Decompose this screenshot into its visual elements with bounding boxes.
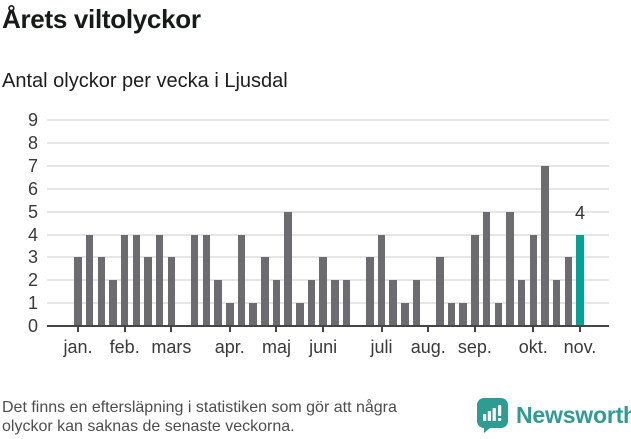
gridline [47,279,609,282]
bar-week [272,280,281,326]
bar-week [307,280,316,326]
newsworthy-wordmark: Newsworthy [516,402,631,428]
bar-week [261,257,269,326]
bar-week [284,211,292,326]
chart-subtitle: Antal olyckor per vecka i Ljusdal [2,70,288,92]
x-axis-line [47,325,609,327]
bar-week [564,257,573,326]
bar-week [366,257,374,326]
bar-week [167,257,176,326]
x-axis-label-mars: mars [151,337,192,357]
newsworthy-bubble-chart-icon [477,398,508,433]
month-tick [77,327,79,332]
y-axis-label: 3 [27,247,38,268]
month-tick [578,327,581,332]
bar-week [144,257,152,326]
bar-week [97,257,106,326]
gridline [47,210,609,213]
bar-week [120,234,129,326]
gridline [47,142,609,145]
bar-current-week [576,234,584,326]
gridline [47,233,609,236]
bar-week [459,303,467,326]
month-tick [322,327,325,332]
bar-week [132,234,141,326]
month-tick [473,327,476,332]
gridline [47,302,609,305]
gridline [47,187,609,190]
x-axis-label-maj: maj [261,337,291,357]
y-axis-label: 1 [27,293,38,314]
x-axis-label-juli: juli [370,337,393,357]
bar-week [214,280,222,326]
y-axis-label: 2 [27,270,38,291]
gridline [47,165,609,168]
bar-week [494,303,502,326]
y-axis-label: 7 [27,156,38,177]
month-tick [427,327,430,332]
y-axis-label: 4 [27,224,38,245]
x-axis-label-aug: aug. [410,337,446,357]
x-axis-label-jan: jan. [63,337,93,357]
bar-week [436,257,444,326]
x-axis-label-feb: feb. [109,337,140,357]
bar-week [342,280,351,326]
x-axis-label-okt: okt. [518,337,548,357]
plot-area: 4 [47,119,609,332]
bar-week [226,303,234,326]
y-axis-label: 6 [27,178,38,199]
newsworthy-logo: Newsworthy [477,398,631,433]
month-tick [380,327,383,332]
bar-week [506,211,514,326]
bar-week [552,280,561,326]
y-axis-label: 9 [27,110,38,131]
x-axis-label-juni: juni [309,337,338,357]
x-axis-labels: jan. feb. mars apr. maj juni juli aug. sep. okt. n… [47,337,609,361]
bar-week [471,234,479,326]
month-tick [228,327,231,332]
bar-week [377,234,386,326]
bar-week [541,166,549,326]
gridline [47,256,609,259]
bar-week [202,234,211,326]
month-tick [532,327,535,332]
bar-week [190,234,199,326]
chart-title: Årets viltolyckor [2,4,201,34]
bar-week [412,280,421,326]
month-tick [275,327,278,332]
bar-week [109,280,117,326]
gridline [47,119,609,122]
bar-week [74,257,82,326]
x-axis-label-apr: apr. [214,337,245,357]
bar-week [249,303,257,326]
x-axis-label-sep: sep. [457,337,492,357]
bar-week [447,303,456,326]
bar-week [331,280,339,326]
bar-week [85,234,94,326]
y-axis-label: 0 [27,316,38,336]
footnote: Det finns en eftersläpning i statistiken… [2,399,397,435]
month-tick [123,327,126,332]
x-axis-label-nov: nov. [563,337,597,357]
highlight-value-label: 4 [574,203,585,223]
bar-week [155,234,164,326]
bar-week [401,303,409,326]
y-axis-label: 8 [27,133,38,154]
bar-week [319,257,327,326]
y-axis-label: 5 [27,201,38,222]
bar-week [237,234,246,326]
bar-week [296,303,304,326]
month-tick [170,327,173,332]
bar-week [389,280,397,326]
bar-week [529,234,538,326]
bar-week [482,211,491,326]
bar-week [517,280,526,326]
